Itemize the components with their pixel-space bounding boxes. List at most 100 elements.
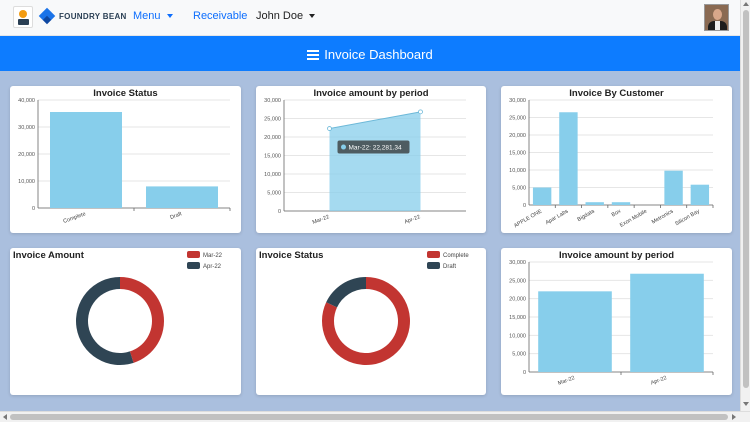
brand-logo-icon [38,7,56,25]
x-tick-label: APPLE ONE [513,208,543,229]
horizontal-scrollbar[interactable] [0,411,750,422]
scroll-thumb[interactable] [743,10,749,388]
invoice-amount-donut-chart: Mar-22 Apr-22 [76,251,223,365]
y-tick-label: 30,000 [264,98,281,104]
chevron-down-icon [166,14,173,19]
y-tick-label: 20,000 [264,135,281,141]
brand[interactable]: FOUNDRY BEAN [38,7,127,25]
legend-label: Mar-22 [203,253,223,259]
dashboard-banner: Invoice Dashboard [0,36,740,71]
y-tick-label: 0 [523,370,526,376]
user-name: John Doe [256,10,304,22]
menu-dropdown[interactable]: Menu [133,10,173,22]
donut-slice [326,277,366,308]
y-tick-label: 10,000 [509,168,526,174]
card-title: Invoice Status [93,88,158,99]
bar [50,112,122,208]
x-tick-label: Exon Mobile [619,209,648,229]
y-tick-label: 25,000 [509,116,526,122]
app-icon[interactable] [13,6,33,28]
scroll-thumb[interactable] [10,414,728,420]
menu-label: Menu [133,10,161,22]
amount-by-period-area-card: Invoice amount by period 0 5,000 10,000 15,… [256,86,486,233]
x-tick-label: Complete [63,211,87,225]
y-tick-label: 10,000 [264,172,281,178]
y-tick-label: 30,000 [509,260,526,266]
card-title: Invoice By Customer [569,88,664,99]
card-title: Invoice amount by period [313,88,429,99]
invoice-status-donut-card: Invoice Status Complete Draft [256,248,486,395]
legend-swatch [427,251,440,258]
y-tick-label: 40,000 [18,98,35,104]
x-tick-label: Bigdata [577,208,597,223]
tooltip-marker [341,144,346,150]
area-fill [329,111,421,211]
y-tick-label: 25,000 [264,117,281,123]
y-tick-label: 5,000 [512,186,526,192]
y-tick-label: 15,000 [509,315,526,321]
data-point [327,126,332,131]
bar [664,170,683,205]
x-tick-label: Apr-22 [404,214,422,225]
brand-name: FOUNDRY BEAN [59,11,127,21]
y-tick-label: 0 [523,203,526,209]
x-tick-label: Apar Labs [545,208,570,226]
legend-swatch [187,262,200,269]
tooltip-box [337,140,410,154]
bar [630,273,704,372]
x-tick-label: Apr-22 [650,375,668,386]
x-tick-label: Metronics [651,208,675,225]
x-tick-label: Silicon Bay [674,208,701,227]
legend-label: Complete [443,253,469,259]
vertical-scrollbar[interactable] [740,0,750,411]
bar [146,186,218,208]
y-tick-label: 10,000 [18,179,35,185]
bar [559,112,578,205]
y-tick-label: 25,000 [509,278,526,284]
y-tick-label: 0 [32,206,35,212]
receivable-link[interactable]: Receivable [193,10,248,22]
card-title: Invoice Status [259,250,324,261]
invoice-amount-donut-card: Invoice Amount Mar-22 Apr-22 [10,248,241,395]
bar [532,187,552,205]
card-title: Invoice amount by period [558,250,675,261]
dashboard-grid: Invoice Status 0 10,000 20,000 30,000 40,000… [0,71,740,411]
top-navbar: FOUNDRY BEAN Menu Receivable John Doe [0,0,740,36]
scroll-left-icon[interactable] [3,414,7,420]
legend-swatch [187,251,200,258]
y-tick-label: 20,000 [509,297,526,303]
user-dropdown[interactable]: John Doe [256,10,316,22]
chevron-down-icon [309,14,316,19]
scroll-right-icon[interactable] [732,414,736,420]
y-tick-label: 10,000 [509,333,526,339]
donut-slice [120,277,164,363]
invoice-by-customer-card: Invoice By Customer 0 5,000 10,000 15,000 20… [501,86,732,233]
y-tick-label: 5,000 [267,191,281,197]
avatar[interactable] [704,4,729,31]
y-tick-label: 15,000 [509,151,526,157]
y-tick-label: 20,000 [509,133,526,139]
x-tick-label: Mar-22 [557,375,575,387]
legend-label: Apr-22 [203,264,222,270]
scroll-up-icon[interactable] [743,2,749,6]
y-tick-label: 30,000 [509,98,526,104]
data-point [418,109,423,115]
y-tick-label: 15,000 [264,154,281,160]
list-icon [307,49,320,60]
bar [690,184,710,205]
amount-by-period-area-chart: 0 5,000 10,000 15,000 20,000 25,000 30,000 Mar-… [264,98,466,226]
invoice-status-bar-card: Invoice Status 0 10,000 20,000 30,000 40,000… [10,86,241,233]
amount-by-period-bar-card: Invoice amount by period 0 5,000 10,000 15,… [501,248,732,395]
bar [585,202,604,205]
scroll-down-icon[interactable] [743,402,749,406]
x-tick-label: Box [611,208,622,218]
page-title: Invoice Dashboard [324,47,433,62]
y-tick-label: 20,000 [18,152,35,158]
y-tick-label: 0 [278,209,281,215]
x-tick-label: Draft [169,211,183,221]
donut-slice [76,277,134,365]
y-tick-label: 5,000 [512,352,526,358]
legend-swatch [427,262,440,269]
tooltip-text: Mar-22: 22,281.34 [349,145,403,152]
legend-label: Draft [443,264,456,270]
